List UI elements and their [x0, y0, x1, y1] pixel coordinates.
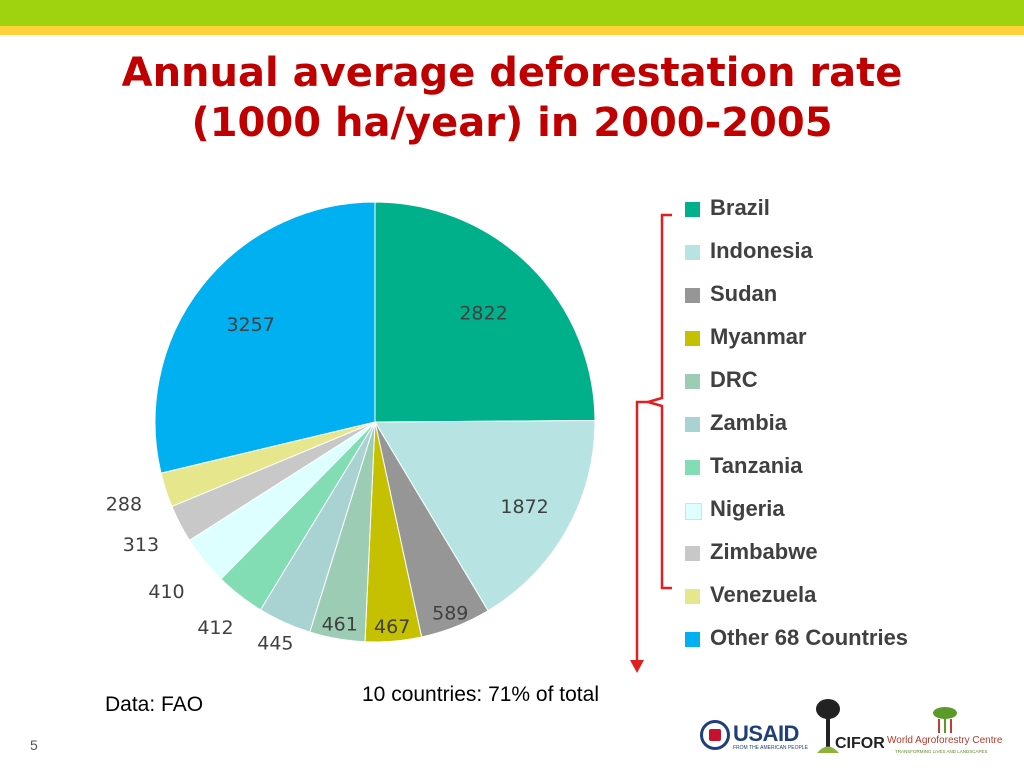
data-label-zimbabwe: 313 — [123, 534, 159, 556]
arrow-line — [635, 400, 648, 662]
data-label-brazil: 2822 — [459, 303, 507, 325]
legend-label: Indonesia — [710, 238, 813, 263]
legend-swatch — [685, 288, 700, 303]
chart-legend: Brazil Indonesia Sudan Myanmar DRC Zambia Tanz… — [685, 188, 985, 661]
data-label-sudan: 589 — [432, 602, 468, 624]
legend-bracket — [630, 213, 672, 673]
legend-label: Nigeria — [710, 496, 785, 521]
cifor-tree-icon — [816, 699, 840, 753]
legend-label: Brazil — [710, 195, 770, 220]
legend-item-venezuela: Venezuela — [685, 575, 985, 618]
legend-item-nigeria: Nigeria — [685, 489, 985, 532]
legend-item-indonesia: Indonesia — [685, 231, 985, 274]
legend-swatch — [685, 417, 700, 432]
legend-label: Tanzania — [710, 453, 803, 478]
pie-labels: 2822 1872 589 467 461 445 412 410 313 288 3257 — [106, 303, 549, 655]
legend-item-brazil: Brazil — [685, 188, 985, 231]
legend-item-drc: DRC — [685, 360, 985, 403]
legend-item-sudan: Sudan — [685, 274, 985, 317]
data-label-zambia: 445 — [257, 633, 293, 655]
usaid-tagline: FROM THE AMERICAN PEOPLE — [733, 745, 808, 751]
page-number: 5 — [30, 737, 38, 753]
pie-slice-indonesia — [374, 420, 596, 612]
legend-item-zimbabwe: Zimbabwe — [685, 532, 985, 575]
legend-swatch — [685, 331, 700, 346]
legend-item-other-68-countries: Other 68 Countries — [685, 618, 985, 661]
legend-swatch — [685, 202, 700, 217]
pie-slices — [154, 201, 596, 643]
legend-swatch — [685, 245, 700, 260]
wac-tagline: TRANSFORMING LIVES AND LANDSCAPES — [895, 749, 988, 754]
legend-swatch — [685, 374, 700, 389]
slide-title-line-2: (1000 ha/year) in 2000-2005 — [191, 100, 833, 146]
legend-label: Other 68 Countries — [710, 625, 909, 650]
legend-swatch — [685, 460, 700, 475]
legend-label: Zimbabwe — [710, 539, 818, 564]
arrow-head-icon — [630, 660, 644, 673]
legend-label: Venezuela — [710, 582, 817, 607]
legend-swatch — [685, 632, 700, 647]
legend-label: DRC — [710, 367, 758, 392]
legend-swatch — [685, 546, 700, 561]
slide-title-line-1: Annual average deforestation rate — [121, 50, 903, 96]
wac-logo-text: World Agroforestry Centre — [887, 735, 1003, 746]
usaid-logo-text: USAID — [733, 721, 799, 746]
total-share-note: 10 countries: 71% of total — [362, 683, 599, 706]
wac-tree-icon — [933, 707, 957, 733]
top-accent-bar — [0, 0, 1024, 26]
legend-swatch — [685, 589, 700, 604]
data-label-other-68-countries: 3257 — [226, 314, 274, 336]
top-accent-stripe — [0, 26, 1024, 35]
sponsor-logos: USAID FROM THE AMERICAN PEOPLE CIFOR Wor… — [695, 695, 1015, 760]
data-label-nigeria: 410 — [148, 581, 184, 603]
cifor-logo-text: CIFOR — [835, 735, 885, 752]
legend-item-zambia: Zambia — [685, 403, 985, 446]
data-label-drc: 461 — [322, 614, 358, 636]
pie-slice-other-68-countries — [154, 201, 376, 474]
legend-label: Zambia — [710, 410, 788, 435]
slide-title: Annual average deforestation rate (1000 … — [0, 48, 1024, 148]
legend-label: Sudan — [710, 281, 778, 306]
bracket-line — [643, 213, 672, 590]
legend-item-tanzania: Tanzania — [685, 446, 985, 489]
legend-label: Myanmar — [710, 324, 807, 349]
data-label-myanmar: 467 — [374, 616, 410, 638]
data-source-note: Data: FAO — [105, 693, 204, 716]
data-label-tanzania: 412 — [197, 617, 233, 639]
pie-slice-brazil — [374, 201, 596, 423]
data-label-indonesia: 1872 — [500, 496, 548, 518]
data-label-venezuela: 288 — [106, 494, 142, 516]
legend-swatch — [685, 503, 702, 520]
usaid-seal-icon — [700, 720, 730, 750]
legend-item-myanmar: Myanmar — [685, 317, 985, 360]
